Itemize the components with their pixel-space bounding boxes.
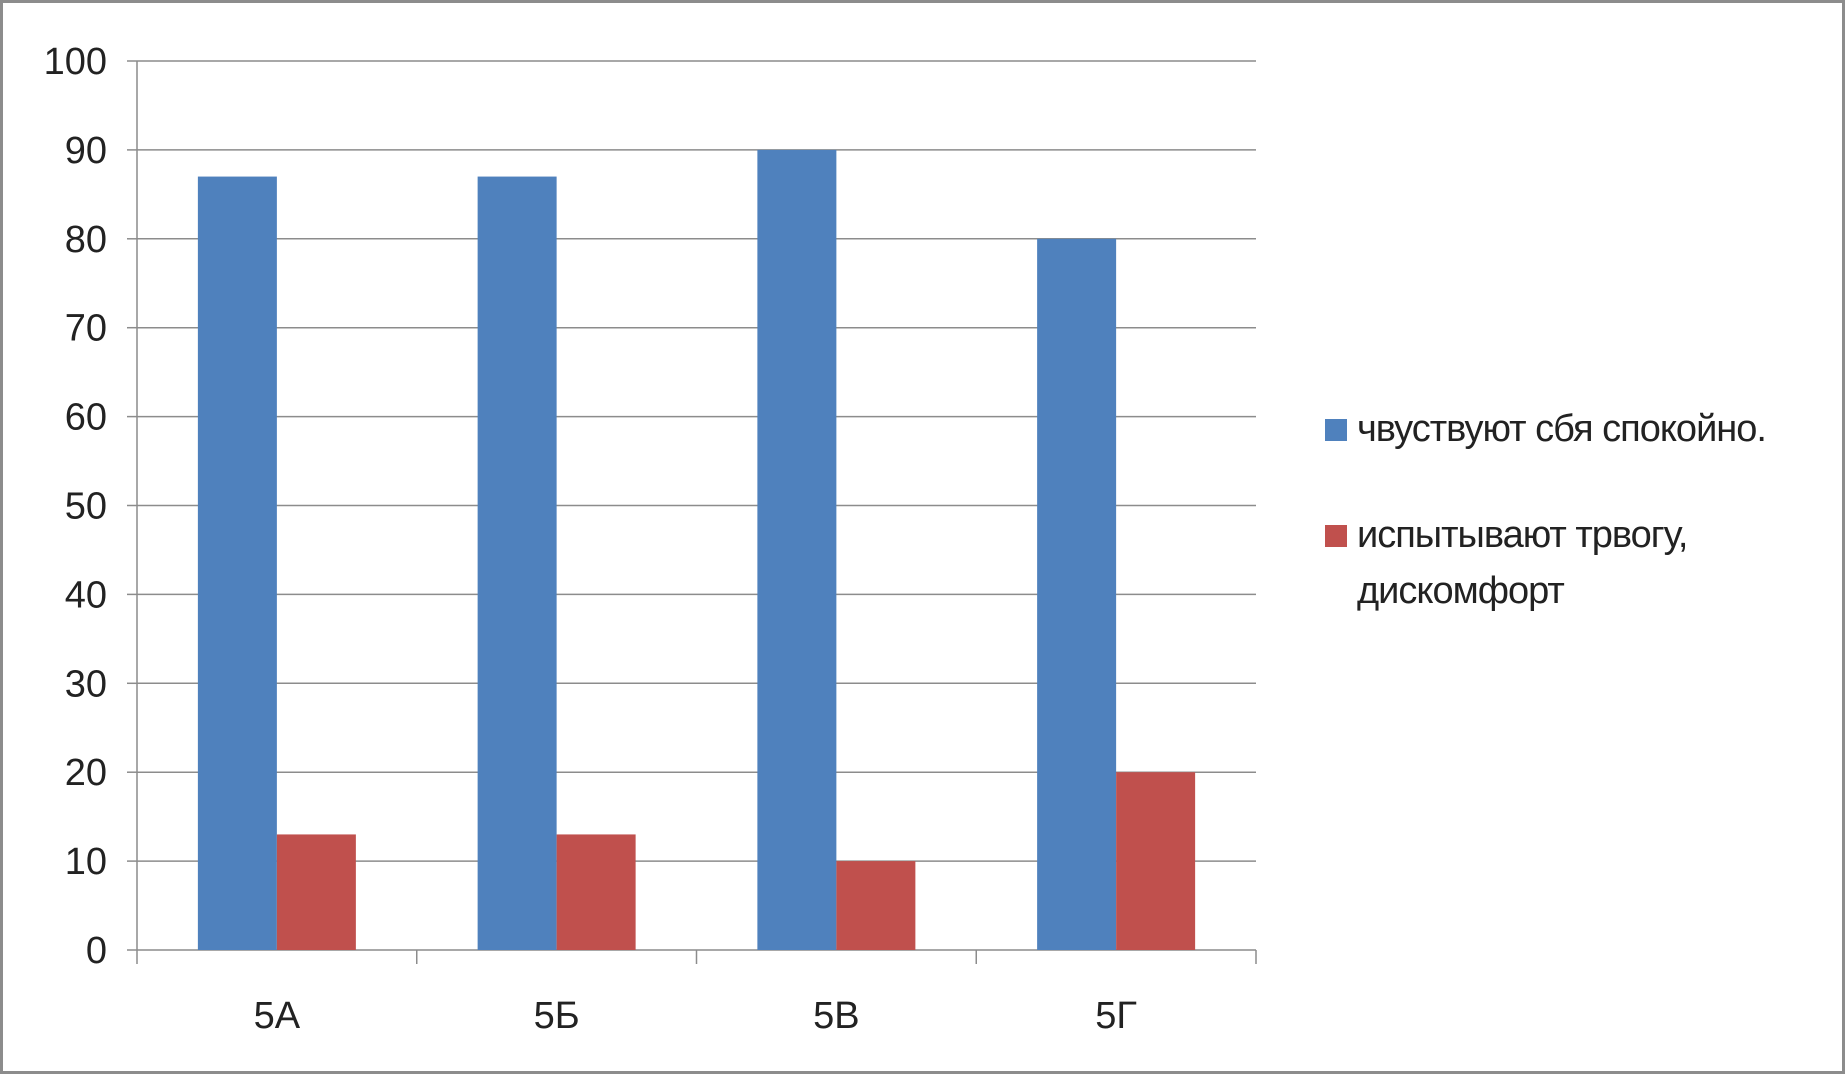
bar-series-1-5Г — [1037, 238, 1117, 951]
bar-series-2-5В — [836, 861, 916, 950]
x-tick-label-5Б: 5Б — [534, 995, 580, 1037]
bar-series-1-5Б — [477, 176, 557, 950]
x-tick-label-5А: 5А — [254, 995, 301, 1037]
y-tick-label-60: 60 — [65, 397, 107, 439]
y-tick-label-0: 0 — [86, 930, 107, 972]
bar-series-2-5А — [276, 834, 356, 950]
y-tick-label-50: 50 — [65, 486, 107, 528]
y-tick-label-30: 30 — [65, 663, 107, 705]
legend: чвуствуют сбя спокойно. испытывают трвог… — [1325, 401, 1825, 669]
y-tick-label-80: 80 — [65, 219, 107, 261]
bar-series-2-5Б — [556, 834, 636, 950]
y-tick-label-40: 40 — [65, 574, 107, 616]
bar-chart: 0 10 20 30 40 50 60 70 80 90 100 5А 5Б 5В 5Г — [44, 41, 1257, 1037]
y-tick-label-90: 90 — [65, 130, 107, 172]
bar-series-1-5В — [757, 149, 837, 950]
legend-label-series-1: чвуствуют сбя спокойно. — [1357, 408, 1767, 450]
y-tick-label-70: 70 — [65, 308, 107, 350]
legend-swatch-series-2 — [1325, 525, 1347, 547]
legend-swatch-series-1 — [1325, 419, 1347, 441]
x-tick-label-5В: 5В — [813, 995, 859, 1037]
y-tick-label-10: 10 — [65, 841, 107, 883]
x-tick-label-5Г: 5Г — [1095, 995, 1137, 1037]
legend-item-series-1: чвуствуют сбя спокойно. — [1325, 401, 1825, 457]
legend-label-series-2: испытывают трвогу, дискомфорт — [1357, 514, 1688, 612]
y-tick-label-20: 20 — [65, 752, 107, 794]
bar-series-2-5Г — [1116, 772, 1196, 950]
bar-series-1-5А — [197, 176, 277, 950]
legend-item-series-2: испытывают трвогу, дискомфорт — [1325, 507, 1825, 619]
y-tick-label-100: 100 — [44, 41, 107, 83]
